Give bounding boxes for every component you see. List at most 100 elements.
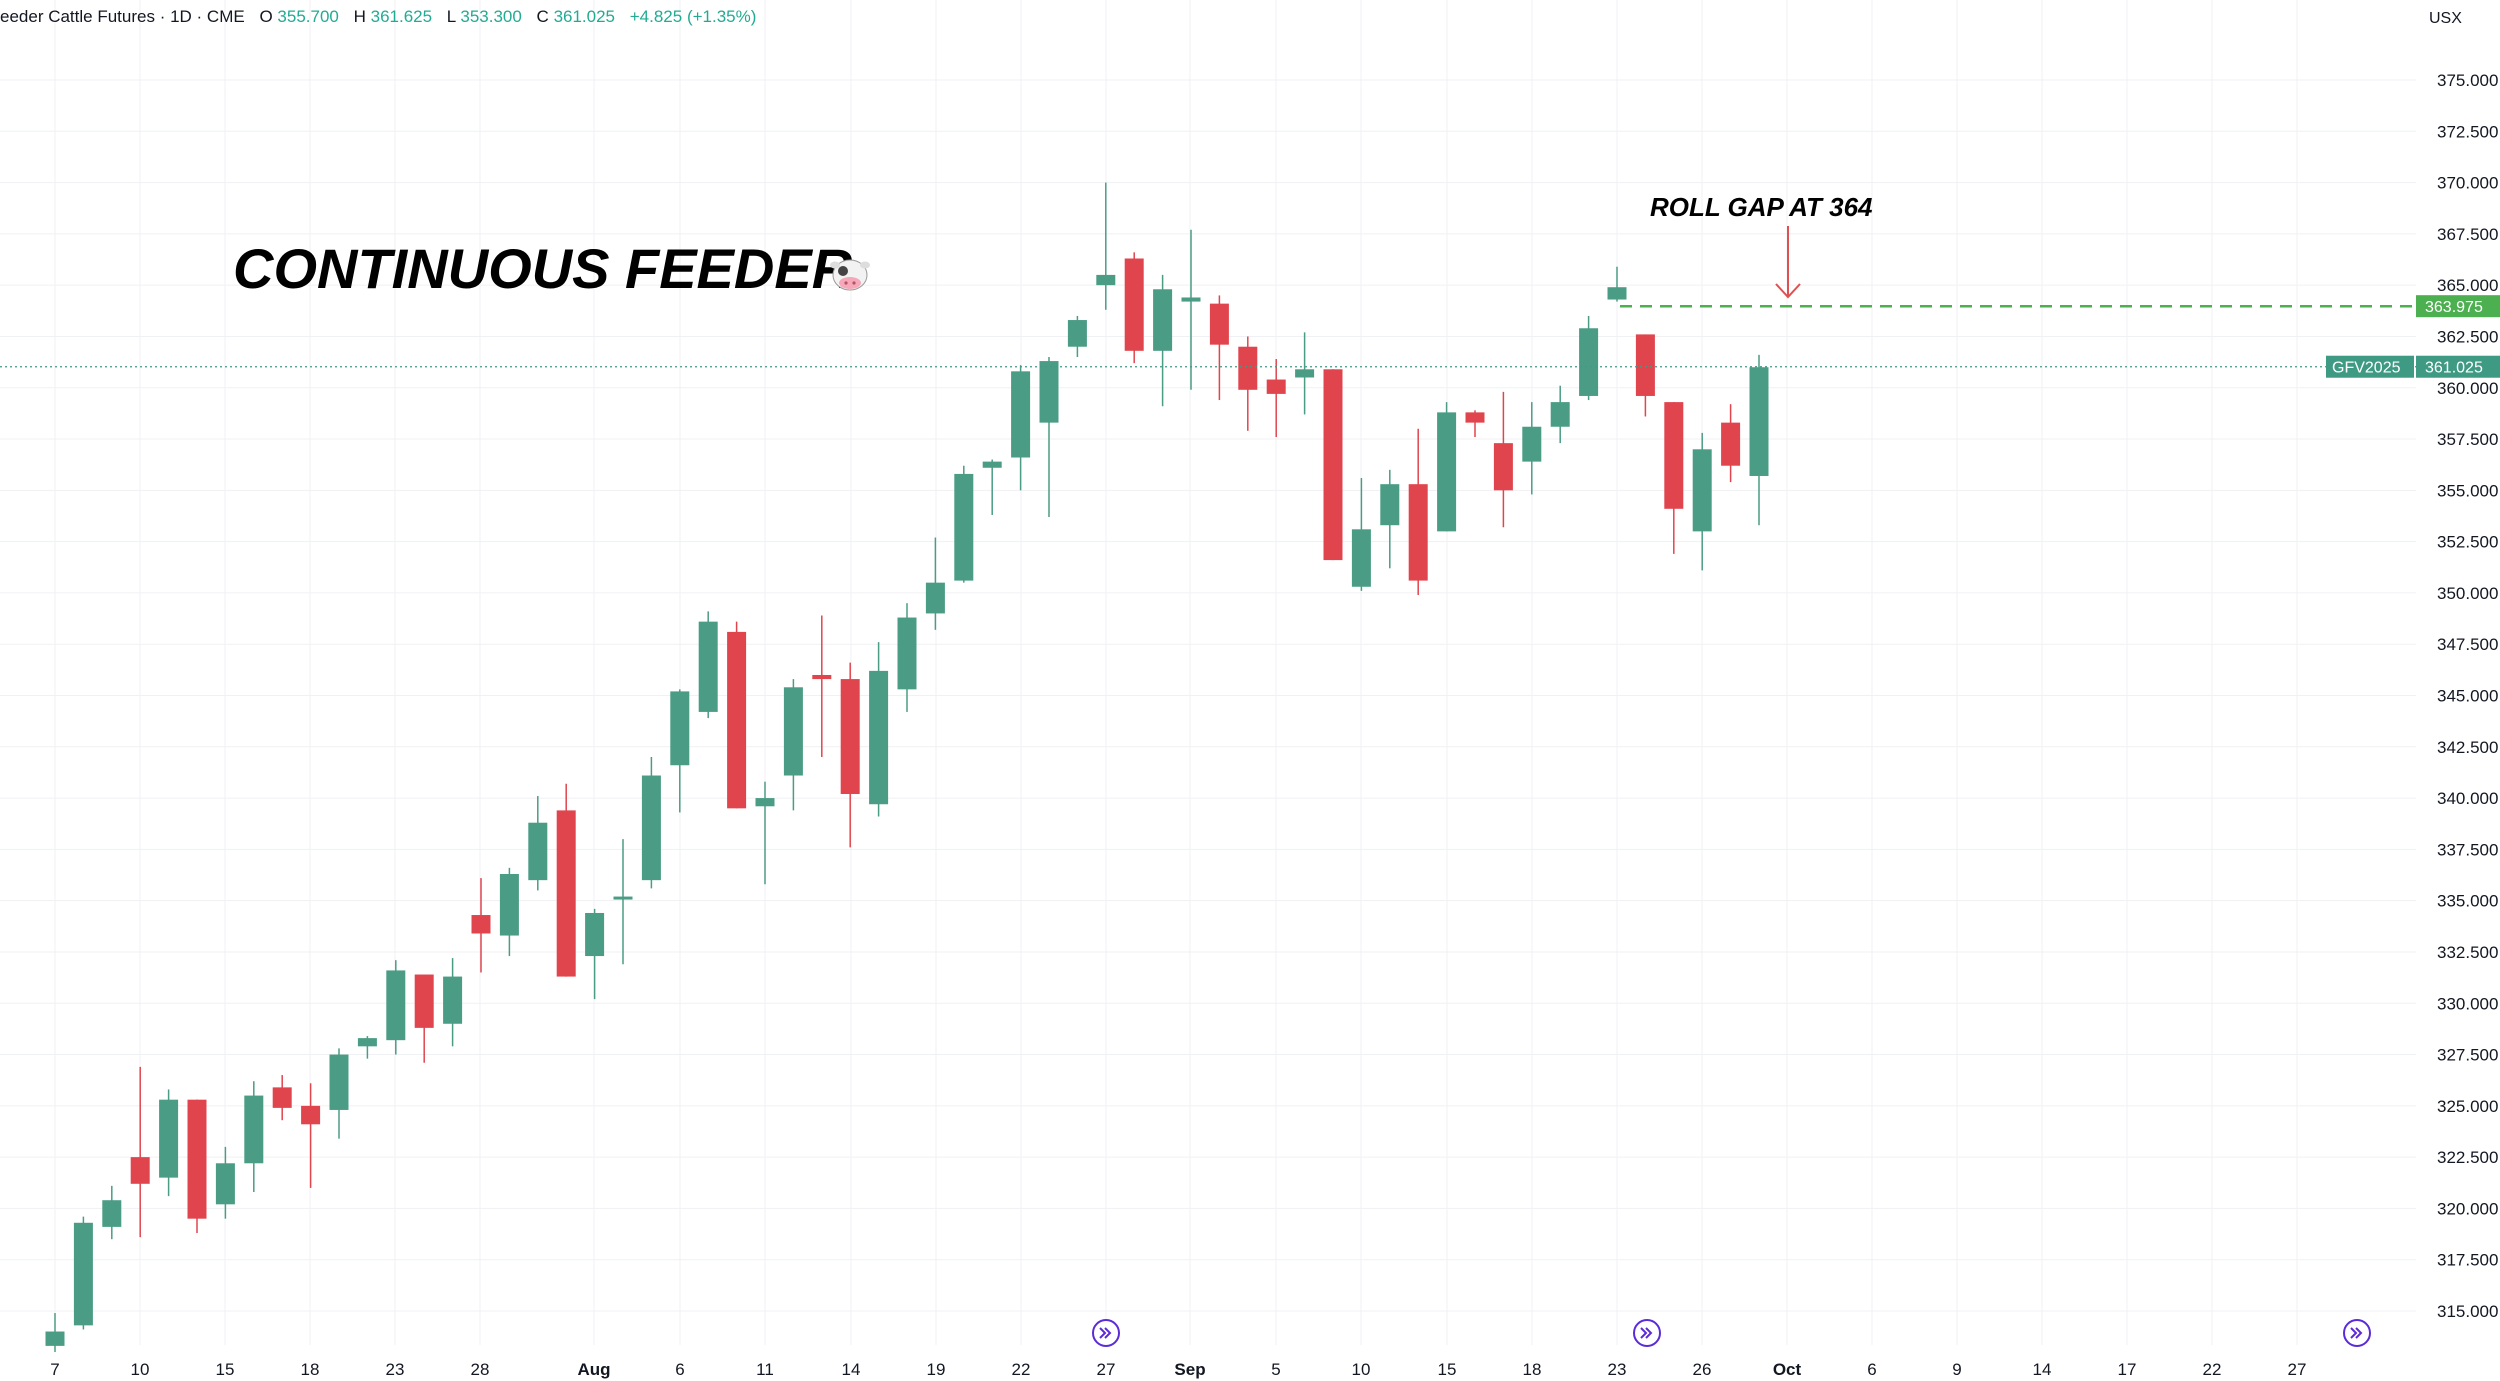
time-tick-label: 27 [1097, 1360, 1116, 1379]
event-markers[interactable] [1092, 1319, 2371, 1347]
candle-body [1522, 426, 1542, 462]
candle [45, 1313, 65, 1353]
time-tick-label: 14 [2033, 1360, 2052, 1379]
candle-body [812, 674, 832, 680]
candle-body [443, 976, 463, 1024]
candle-body [1323, 369, 1343, 561]
price-tick-label: 362.500 [2437, 327, 2498, 346]
candle-body [471, 915, 491, 934]
down-arrow-icon [1775, 226, 1801, 299]
price-tick-label: 350.000 [2437, 584, 2498, 603]
candle [301, 1083, 321, 1188]
candle [1749, 354, 1769, 526]
candle-body [272, 1087, 292, 1108]
price-tick-label: 322.500 [2437, 1148, 2498, 1167]
candle [187, 1099, 207, 1234]
time-tick-label: 10 [1352, 1360, 1371, 1379]
candle [1096, 182, 1116, 310]
price-tick-label: 352.500 [2437, 533, 2498, 552]
candle [329, 1048, 349, 1139]
candle [783, 679, 803, 811]
currency-label[interactable]: USX [2429, 10, 2462, 27]
svg-text:GFV2025: GFV2025 [2332, 360, 2401, 377]
candle-body [414, 974, 434, 1028]
candle-body [783, 687, 803, 776]
candle-body [130, 1157, 150, 1184]
candle-body [1579, 328, 1599, 396]
symbol-header[interactable]: eeder Cattle Futures · 1D · CME O 355.70… [0, 7, 756, 26]
candle-body [1011, 371, 1031, 458]
candle [1380, 469, 1400, 569]
time-tick-label: 28 [471, 1360, 490, 1379]
candle [244, 1081, 264, 1193]
time-tick-label: 15 [216, 1360, 235, 1379]
high-label: H [354, 7, 366, 26]
candle [215, 1146, 235, 1219]
time-tick-label: Oct [1773, 1360, 1802, 1379]
candle [556, 783, 576, 977]
chart-grid [0, 0, 2416, 1345]
candle-body [1096, 274, 1116, 286]
price-tick-label: 357.500 [2437, 430, 2498, 449]
time-tick-label: 11 [756, 1360, 774, 1379]
candle [159, 1089, 179, 1197]
candle [1692, 432, 1712, 571]
time-tick-label: 17 [2118, 1360, 2137, 1379]
candle [1437, 402, 1457, 532]
candle [1579, 315, 1599, 401]
candle [1153, 274, 1173, 407]
candle-body [1465, 412, 1485, 423]
price-tick-label: 355.000 [2437, 481, 2498, 500]
candle-body [159, 1099, 179, 1178]
event-marker-icon[interactable] [1092, 1319, 1120, 1347]
candle [755, 781, 775, 885]
high-value: 361.625 [371, 7, 432, 26]
candle-body [215, 1163, 235, 1205]
candle [1238, 336, 1258, 431]
candle-body [755, 798, 775, 807]
time-tick-label: 18 [1523, 1360, 1542, 1379]
event-marker-icon[interactable] [2343, 1319, 2371, 1347]
price-tick-label: 345.000 [2437, 687, 2498, 706]
candle-body [1039, 361, 1059, 423]
candlestick-series [45, 182, 1769, 1353]
time-axis[interactable]: 7 10 15 18 23 28 Aug 6 11 14 19 22 27 Sep 5 10 15 18 23 26 O… [50, 1360, 2306, 1379]
candle-body [1550, 402, 1570, 427]
candle [1323, 369, 1343, 561]
open-label: O [259, 7, 272, 26]
price-tick-label: 320.000 [2437, 1199, 2498, 1218]
time-tick-label: 10 [131, 1360, 150, 1379]
time-tick-label: 6 [1867, 1360, 1876, 1379]
candle [1522, 402, 1542, 495]
candle [1721, 404, 1741, 483]
candle [1266, 359, 1286, 437]
symbol-title: eeder Cattle Futures · 1D · CME [0, 7, 245, 26]
time-tick-label: 23 [386, 1360, 405, 1379]
candle [1408, 428, 1428, 595]
candle-body [386, 970, 406, 1041]
price-tick-label: 370.000 [2437, 174, 2498, 193]
price-axis[interactable]: 315.000 317.500 320.000 322.500 325.000 327.5… [2437, 71, 2498, 1321]
candle-body [1124, 258, 1144, 351]
candle-body [925, 582, 945, 614]
candle-body [698, 621, 718, 712]
candle [1295, 332, 1315, 415]
candle-body [1209, 303, 1229, 345]
candle [102, 1185, 122, 1240]
candle-body [1437, 412, 1457, 532]
event-marker-icon[interactable] [1633, 1319, 1661, 1347]
candle-body [1067, 320, 1087, 347]
time-tick-label: 26 [1693, 1360, 1712, 1379]
candle [73, 1216, 93, 1330]
candle [1181, 229, 1201, 390]
time-tick-label: 7 [50, 1360, 59, 1379]
candle-body [102, 1200, 122, 1227]
candle-body [1181, 297, 1201, 302]
price-tick-label: 360.000 [2437, 379, 2498, 398]
svg-text:363.975: 363.975 [2425, 299, 2483, 316]
price-tick-label: 337.500 [2437, 840, 2498, 859]
candle-body [641, 775, 661, 881]
candle-body [982, 461, 1002, 468]
candle [1635, 334, 1655, 417]
